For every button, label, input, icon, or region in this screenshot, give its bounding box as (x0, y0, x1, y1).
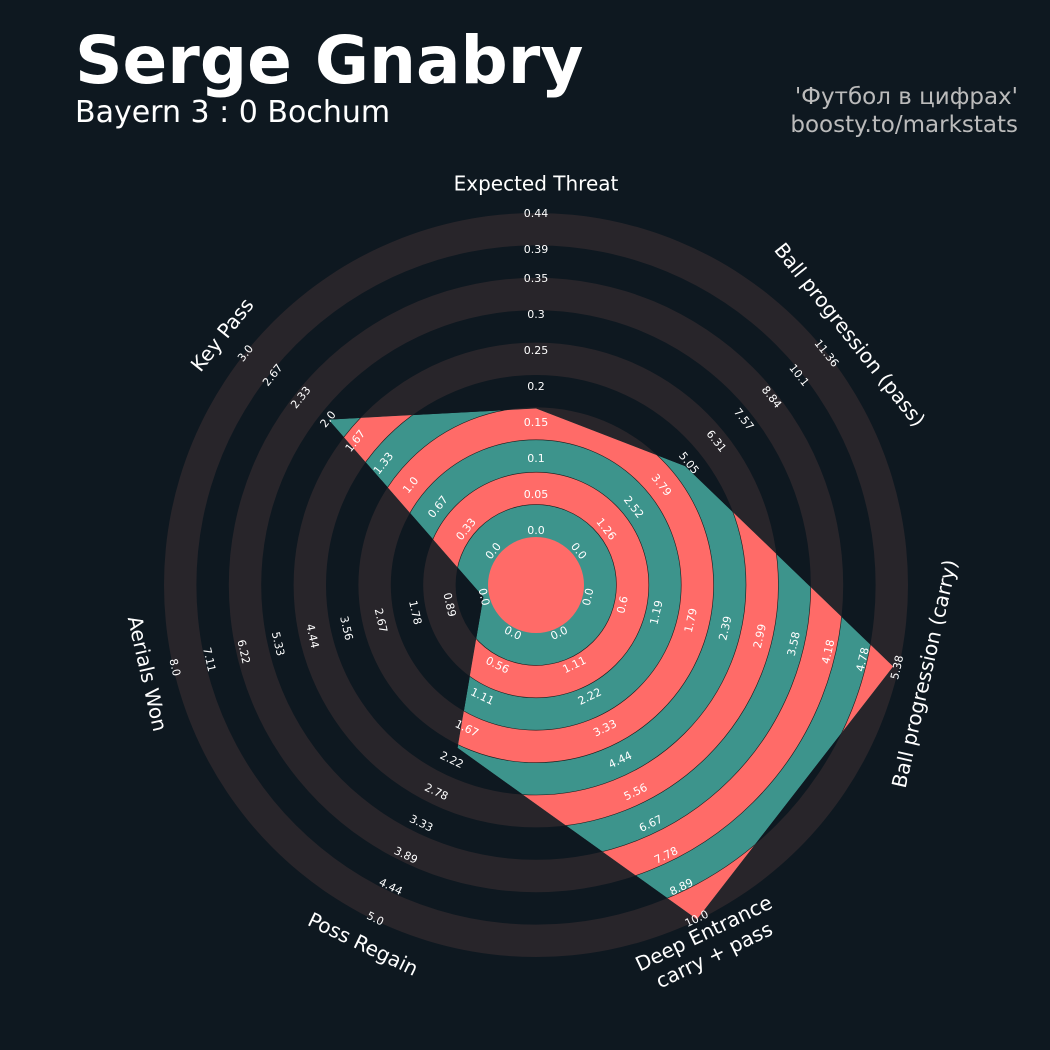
tick-label: 2.67 (372, 607, 390, 634)
tick-label: 0.05 (524, 488, 549, 501)
tick-label: 1.19 (647, 599, 665, 626)
tick-label: 3.58 (785, 630, 803, 657)
tick-label: 0.0 (476, 587, 493, 607)
tick-label: 5.38 (888, 654, 906, 681)
chart-title: Serge Gnabry (75, 22, 583, 99)
tick-label: 5.33 (269, 631, 287, 658)
tick-label: 6.22 (234, 638, 252, 665)
tick-label: 1.78 (406, 599, 424, 626)
tick-label: 0.35 (524, 272, 549, 285)
tick-label: 0.39 (524, 243, 549, 256)
credit: 'Футбол в цифрах' (795, 84, 1018, 110)
tick-label: 0.44 (524, 207, 549, 220)
tick-label: 4.78 (854, 646, 872, 673)
axis-label: Expected Threat (454, 172, 619, 196)
tick-label: 1.79 (682, 607, 700, 634)
tick-label: 0.3 (527, 308, 545, 321)
tick-label: 7.11 (200, 646, 218, 673)
tick-label: 0.89 (440, 591, 458, 618)
fill-ring (488, 537, 584, 633)
tick-label: 2.99 (751, 623, 769, 650)
fill-ring (422, 471, 650, 699)
tick-label: 8.0 (167, 657, 184, 677)
credit: boosty.to/markstats (790, 112, 1018, 138)
tick-label: 0.6 (614, 595, 631, 615)
axis-label: Aerials Won (123, 614, 173, 734)
tick-label: 0.0 (527, 524, 545, 537)
tick-label: 0.25 (524, 344, 549, 357)
tick-label: 4.18 (819, 638, 837, 665)
tick-label: 0.0 (580, 587, 597, 607)
tick-label: 0.2 (527, 380, 545, 393)
tick-label: 3.56 (337, 615, 355, 642)
chart-subtitle: Bayern 3 : 0 Bochum (75, 95, 390, 130)
tick-label: 0.15 (524, 416, 549, 429)
tick-label: 0.1 (527, 452, 545, 465)
tick-label: 4.44 (303, 623, 321, 650)
tick-label: 2.39 (716, 615, 734, 642)
